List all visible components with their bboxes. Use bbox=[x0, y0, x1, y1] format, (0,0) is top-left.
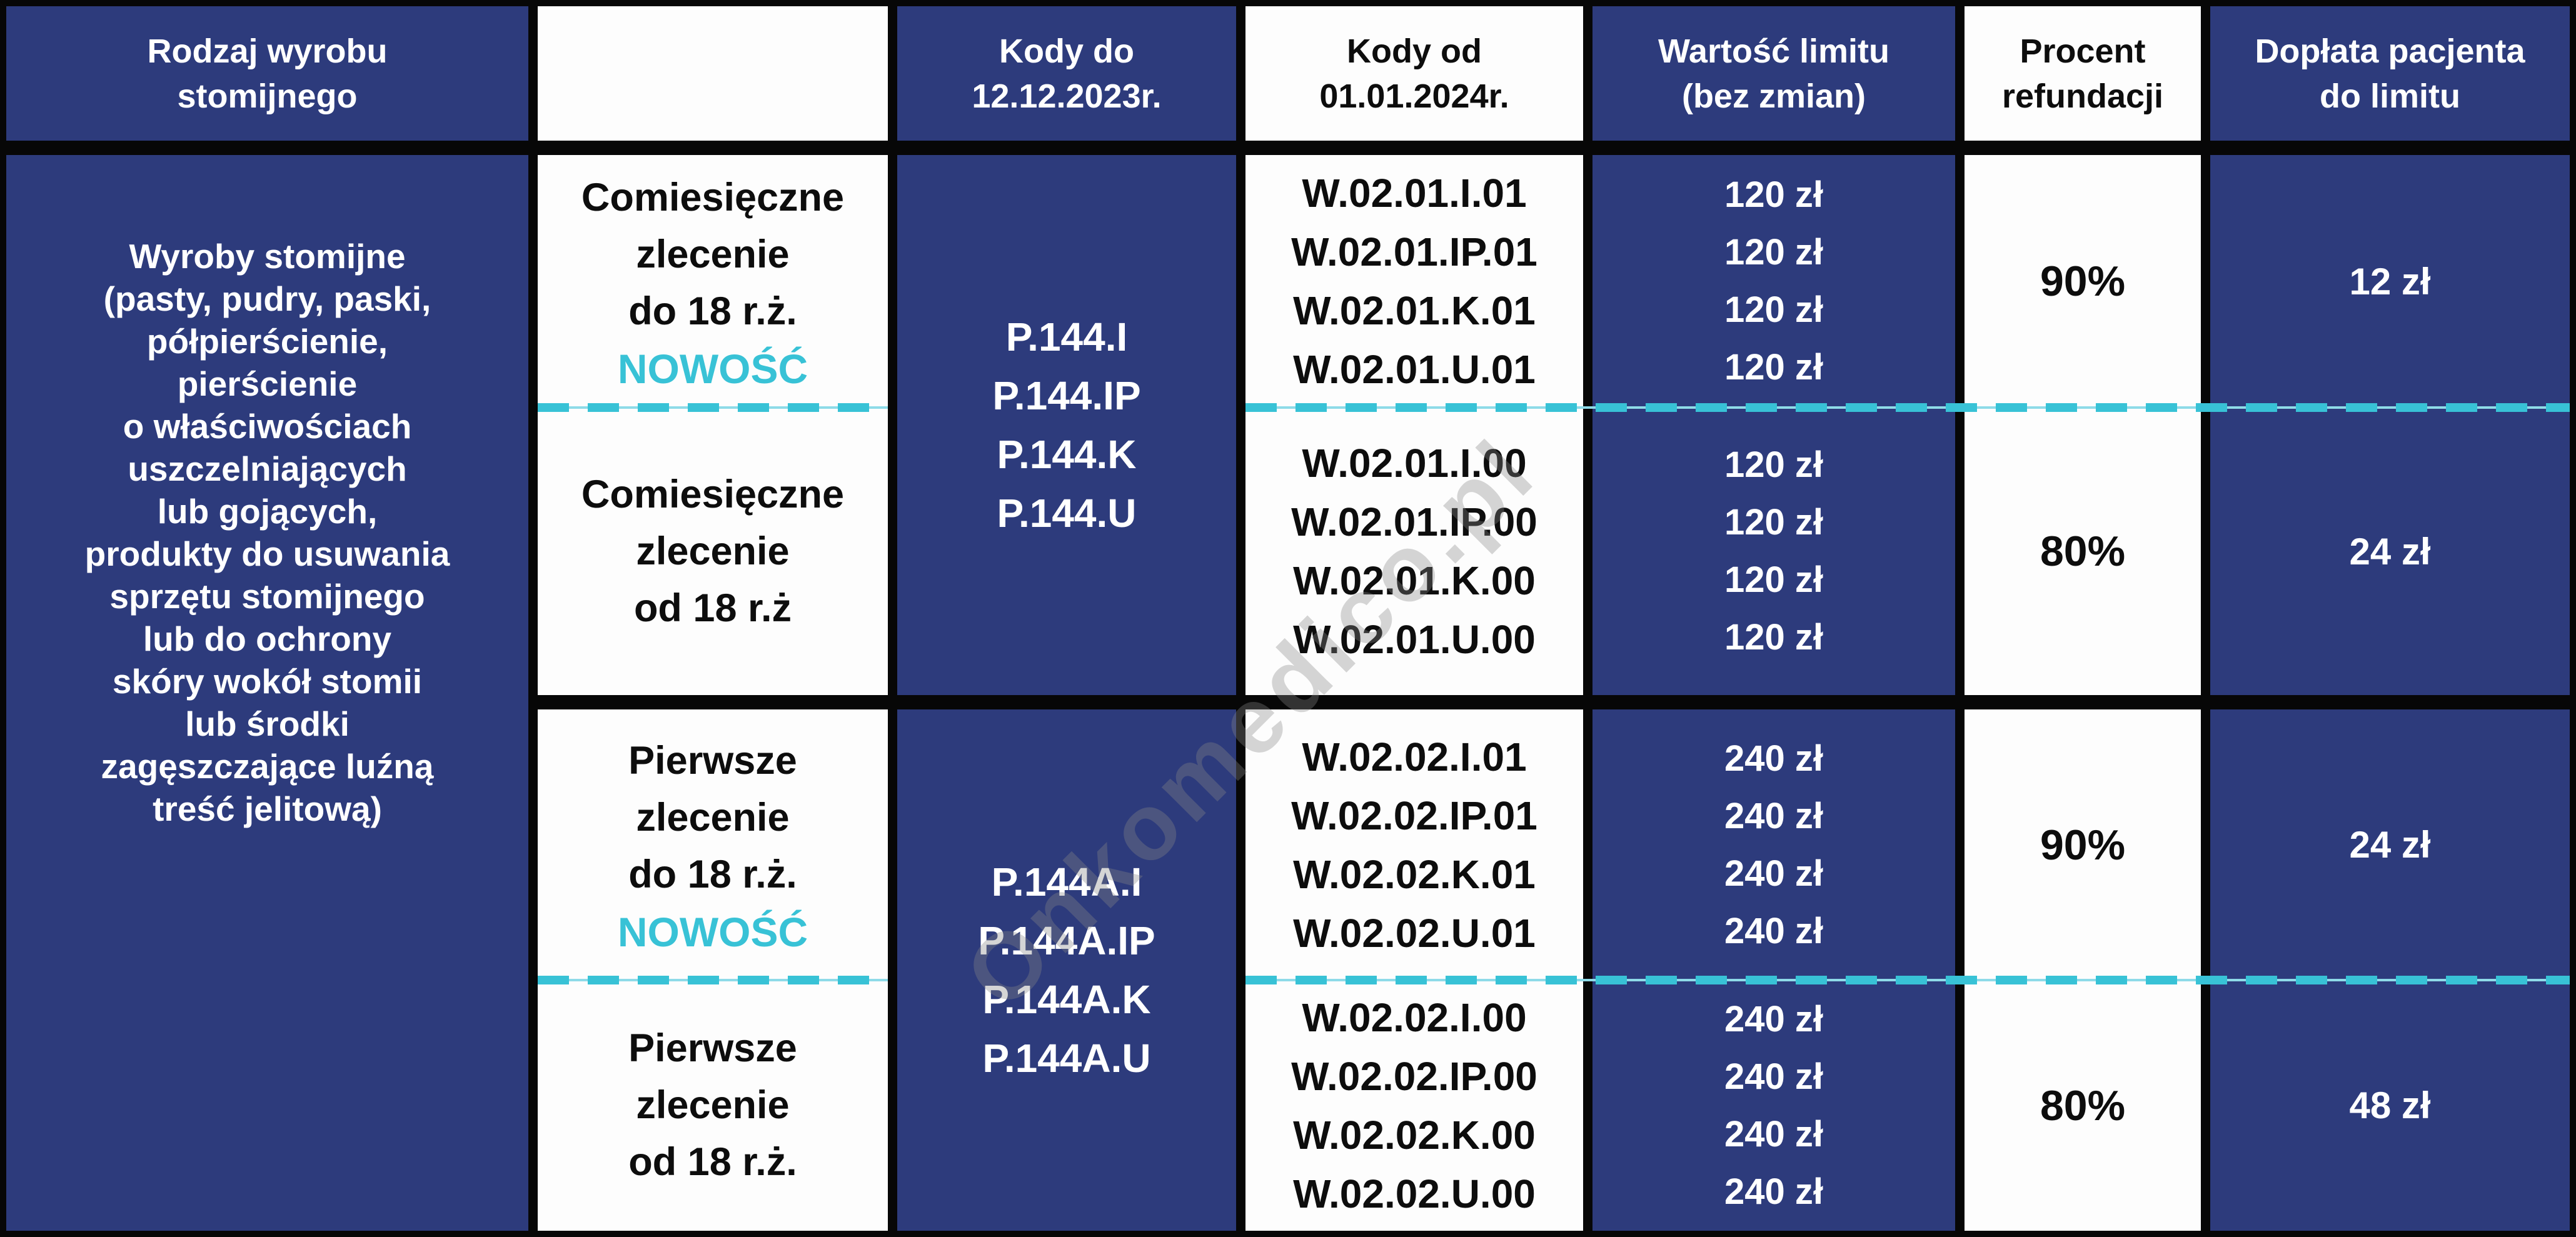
new-codes-cell-4: W.02.02.I.00 W.02.02.IP.00 W.02.02.K.00 … bbox=[1245, 980, 1583, 1231]
header-order-type bbox=[538, 6, 888, 141]
patient-copay-cell-2: 24 zł bbox=[2210, 408, 2570, 695]
refund-percent-cell-4: 80% bbox=[1965, 980, 2201, 1231]
header-product-type: Rodzaj wyrobu stomijnego bbox=[6, 6, 528, 141]
refund-percent-cell-3: 90% bbox=[1965, 709, 2201, 980]
nowosc-badge: NOWOŚĆ bbox=[617, 345, 808, 392]
order-type-label: Comiesięczne zlecenie do 18 r.ż. bbox=[581, 175, 845, 333]
refund-percent-cell-2: 80% bbox=[1965, 408, 2201, 695]
order-type-cell-first-over18: Pierwsze zlecenie od 18 r.ż. bbox=[538, 980, 888, 1231]
new-codes-cell-2: W.02.01.I.00 W.02.01.IP.00 W.02.01.K.00 … bbox=[1245, 408, 1583, 695]
order-type-cell-monthly-under18: Comiesięczne zlecenie do 18 r.ż. NOWOŚĆ bbox=[538, 155, 888, 408]
patient-copay-cell-1: 12 zł bbox=[2210, 155, 2570, 408]
header-codes-until-2023: Kody do 12.12.2023r. bbox=[897, 6, 1236, 141]
order-type-cell-first-under18: Pierwsze zlecenie do 18 r.ż. NOWOŚĆ bbox=[538, 709, 888, 980]
patient-copay-cell-4: 48 zł bbox=[2210, 980, 2570, 1231]
limit-values-cell-4: 240 zł 240 zł 240 zł 240 zł bbox=[1592, 980, 1955, 1231]
new-codes-cell-1: W.02.01.I.01 W.02.01.IP.01 W.02.01.K.01 … bbox=[1245, 155, 1583, 408]
limit-values-cell-2: 120 zł 120 zł 120 zł 120 zł bbox=[1592, 408, 1955, 695]
limit-values-cell-1: 120 zł 120 zł 120 zł 120 zł bbox=[1592, 155, 1955, 408]
order-type-cell-monthly-over18: Comiesięczne zlecenie od 18 r.ż bbox=[538, 408, 888, 695]
header-refund-percent: Procent refundacji bbox=[1965, 6, 2201, 141]
nowosc-badge: NOWOŚĆ bbox=[617, 909, 808, 955]
refund-percent-cell-1: 90% bbox=[1965, 155, 2201, 408]
old-codes-monthly-cell: P.144.I P.144.IP P.144.K P.144.U bbox=[897, 155, 1236, 695]
order-type-label: Pierwsze zlecenie do 18 r.ż. bbox=[628, 739, 797, 896]
header-patient-copay: Dopłata pacjenta do limitu bbox=[2210, 6, 2570, 141]
header-codes-from-2024: Kody od 01.01.2024r. bbox=[1245, 6, 1583, 141]
header-limit-value: Wartość limitu (bez zmian) bbox=[1592, 6, 1955, 141]
old-codes-first-cell: P.144A.I P.144A.IP P.144A.K P.144A.U bbox=[897, 709, 1236, 1231]
limit-values-cell-3: 240 zł 240 zł 240 zł 240 zł bbox=[1592, 709, 1955, 980]
new-codes-cell-3: W.02.02.I.01 W.02.02.IP.01 W.02.02.K.01 … bbox=[1245, 709, 1583, 980]
product-category-cell: Wyroby stomijne (pasty, pudry, paski, pó… bbox=[6, 155, 528, 1231]
order-type-label: Pierwsze zlecenie od 18 r.ż. bbox=[628, 1026, 797, 1184]
order-type-label: Comiesięczne zlecenie od 18 r.ż bbox=[581, 472, 845, 630]
patient-copay-cell-3: 24 zł bbox=[2210, 709, 2570, 980]
